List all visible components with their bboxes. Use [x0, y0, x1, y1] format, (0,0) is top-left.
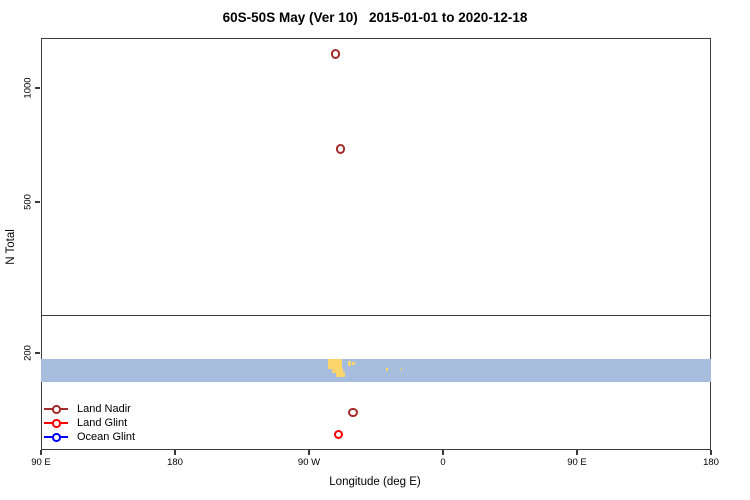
legend-label-land-nadir: Land Nadir — [77, 403, 131, 415]
ocean-glint-marker-icon — [44, 430, 68, 444]
x-tick-mark — [308, 450, 310, 455]
x-axis-title: Longitude (deg E) — [329, 476, 421, 488]
legend: Land Nadir Land Glint Ocean Glint — [44, 402, 135, 444]
y-tick-mark — [35, 352, 40, 354]
data-point-land-nadir — [348, 408, 358, 418]
x-tick-label: 0 — [440, 457, 446, 468]
x-tick-label: 90 E — [567, 457, 587, 468]
x-tick-mark — [442, 450, 444, 455]
y-tick-label: 200 — [22, 344, 34, 361]
y-tick-label: 1000 — [22, 77, 34, 99]
chart-title: 60S-50S May (Ver 10) 2015-01-01 to 2020-… — [222, 10, 528, 25]
land-mass — [401, 368, 403, 371]
x-tick-mark — [710, 450, 712, 455]
data-point-land-glint — [334, 429, 344, 439]
land-glint-marker-icon — [44, 416, 68, 430]
ocean-band — [41, 358, 711, 382]
y-tick-mark — [35, 201, 40, 203]
x-tick-label: 180 — [167, 457, 183, 468]
land-mass — [331, 368, 343, 373]
y-tick-label: 500 — [22, 194, 34, 211]
x-tick-label: 90 E — [31, 457, 51, 468]
legend-entry-land-nadir: Land Nadir — [44, 402, 135, 416]
x-tick-mark — [576, 450, 578, 455]
legend-label-ocean-glint: Ocean Glint — [77, 431, 136, 443]
legend-entry-ocean-glint: Ocean Glint — [44, 430, 135, 444]
land-mass — [348, 360, 352, 366]
y-axis-title: N Total — [5, 229, 17, 265]
x-tick-mark — [174, 450, 176, 455]
data-point-land-nadir — [335, 144, 345, 154]
land-mass — [386, 367, 388, 372]
land-mass — [352, 361, 355, 365]
x-tick-mark — [40, 450, 42, 455]
x-tick-label: 90 W — [297, 457, 321, 468]
legend-entry-land-glint: Land Glint — [44, 416, 135, 430]
data-point-land-nadir — [331, 49, 341, 59]
y-tick-mark — [35, 87, 40, 89]
reference-line — [41, 314, 711, 316]
x-tick-label: 180 — [703, 457, 719, 468]
land-mass — [328, 358, 342, 370]
land-nadir-marker-icon — [44, 402, 68, 416]
plot-area — [41, 38, 711, 450]
legend-label-land-glint: Land Glint — [77, 417, 128, 429]
land-mass — [336, 372, 345, 377]
